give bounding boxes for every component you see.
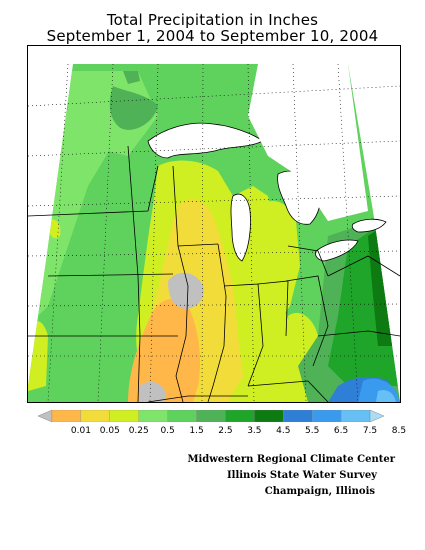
legend-swatch [312, 410, 342, 422]
legend-high-triangle [369, 410, 384, 422]
canada-region-east [248, 64, 368, 221]
legend-swatch [80, 410, 110, 422]
lake-erie [315, 239, 359, 262]
lake-superior [147, 122, 264, 159]
legend-tick-label: 0.05 [99, 426, 120, 436]
state-boundaries [28, 145, 400, 402]
precipitation-map [27, 45, 401, 403]
lake-ontario [351, 218, 387, 233]
legend-swatch [254, 410, 284, 422]
credit-survey: Illinois State Water Survey [226, 470, 377, 481]
zone-3-5-north-patch [123, 71, 140, 84]
legend-tick-label: 2.5 [218, 426, 233, 436]
legend-swatch [283, 410, 313, 422]
graticule [28, 63, 400, 402]
legend-tick-label: 7.5 [362, 426, 378, 436]
zone-0-5-east [256, 201, 300, 326]
map-title: Total Precipitation in Inches [106, 11, 319, 29]
legend-low-triangle [38, 410, 53, 422]
legend-tick-label: 0.5 [160, 426, 175, 436]
zone-0-01-central [168, 272, 204, 309]
legend-tick-label: 0.25 [128, 426, 149, 436]
legend-swatch [138, 410, 168, 422]
legend-tick-label: 1.5 [189, 426, 204, 436]
legend-tick-label: 6.5 [333, 426, 349, 436]
zone-0-01-south [140, 381, 166, 402]
legend-swatch [225, 410, 255, 422]
credit-center: Midwestern Regional Climate Center [187, 454, 395, 465]
legend-tick-label: 4.5 [276, 426, 291, 436]
credit-location: Champaign, Illinois [264, 486, 375, 497]
lake-michigan [230, 193, 251, 262]
legend-swatch [196, 410, 226, 422]
zone-8-5-southeast [376, 390, 396, 402]
zone-0-05-central [128, 299, 200, 402]
precipitation-legend [38, 410, 384, 422]
legend-tick-label: 8.5 [391, 426, 407, 436]
legend-swatch [51, 410, 82, 422]
map-date-range: September 1, 2004 to September 10, 2004 [46, 27, 379, 45]
legend-swatch [167, 410, 197, 422]
zone-2-5-north [109, 86, 158, 130]
legend-tick-label: 3.5 [247, 426, 262, 436]
precipitation-map-svg [28, 63, 400, 402]
legend-tick-label: 0.01 [70, 426, 91, 436]
legend-swatch [109, 410, 139, 422]
zone-0-5-northwest-spot [48, 219, 61, 239]
legend-tick-label: 5.5 [305, 426, 320, 436]
legend-swatch [340, 410, 371, 422]
